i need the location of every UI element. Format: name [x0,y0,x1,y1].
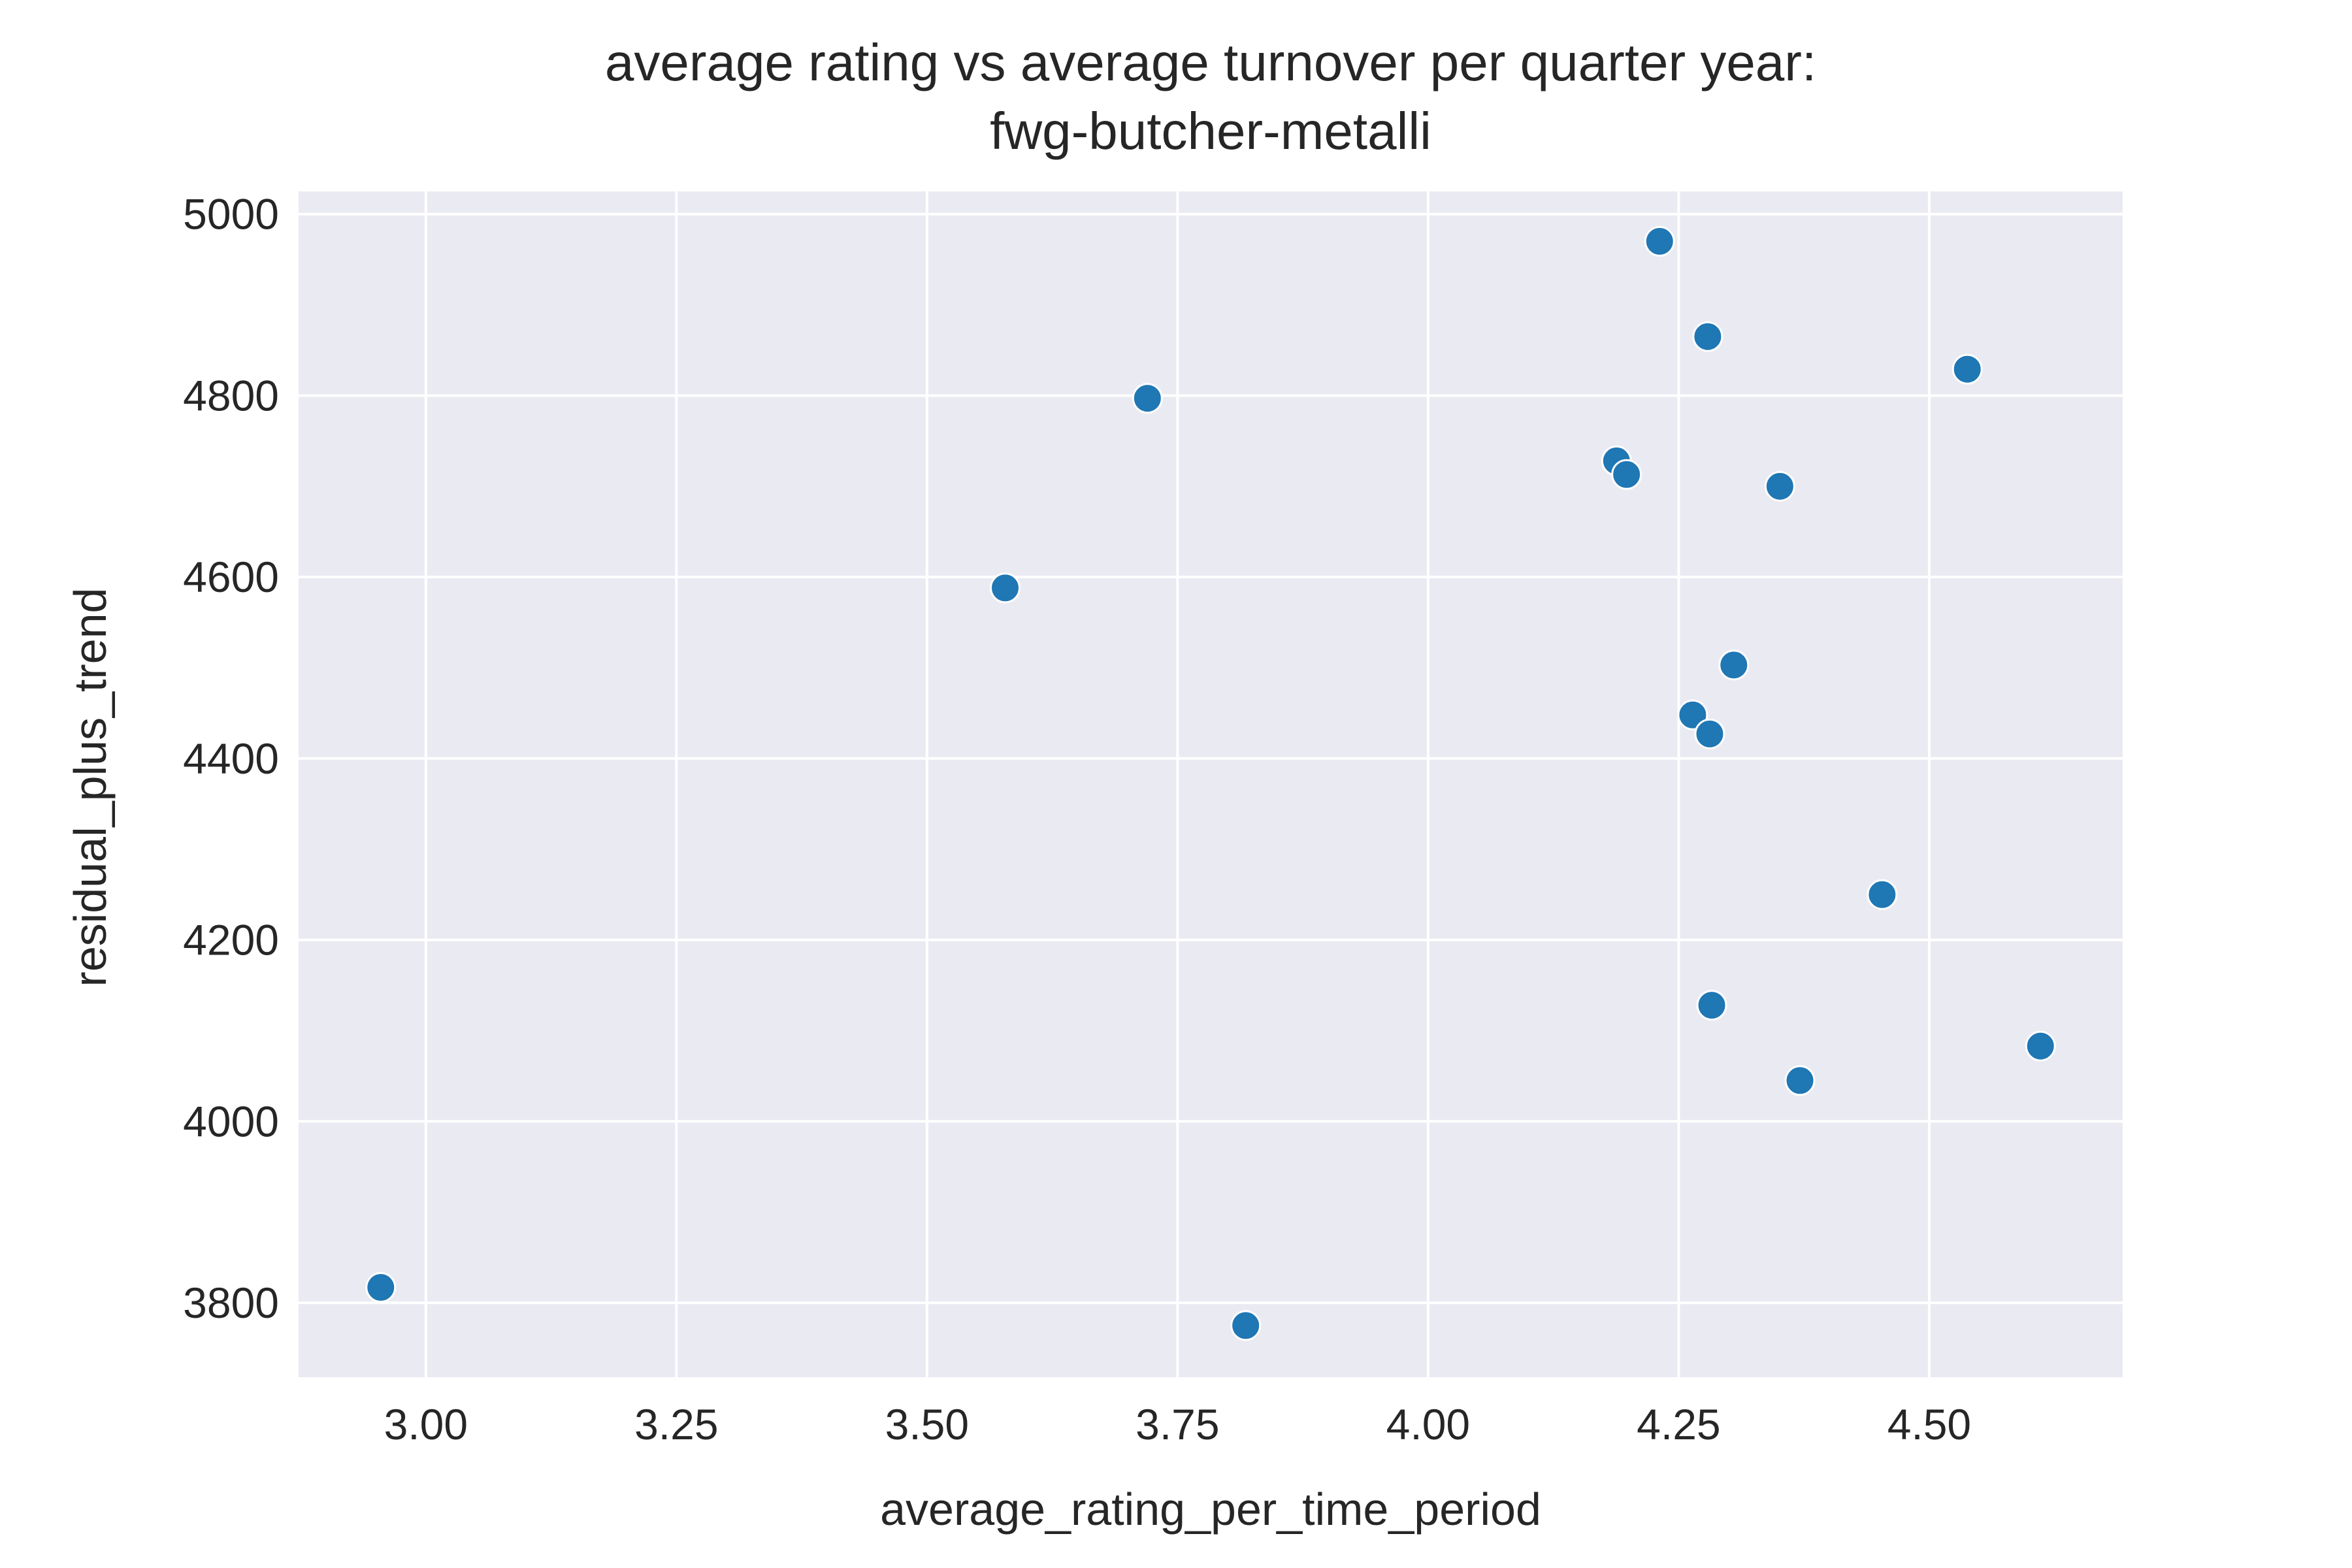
y-tick-labels: 3800 4000 4200 4400 4600 4800 5000 [183,190,279,1327]
y-tick-label: 4800 [183,371,279,419]
y-tick-label: 4600 [183,553,279,601]
y-tick-label: 3800 [183,1279,279,1327]
x-tick-label: 4.25 [1637,1400,1720,1448]
x-gridlines [424,191,1931,1377]
plot-area [299,191,2123,1377]
data-point [1132,383,1163,414]
x-tick-label: 3.25 [634,1400,718,1448]
y-tick-label: 4400 [183,734,279,783]
data-point [365,1272,397,1303]
data-point [2025,1030,2056,1062]
data-point [1952,353,1983,385]
x-tick-label: 3.00 [384,1400,468,1448]
x-axis-label: average_rating_per_time_period [880,1484,1541,1535]
y-tick-label: 4000 [183,1097,279,1145]
data-point [1696,990,1727,1021]
x-tick-labels: 3.00 3.25 3.50 3.75 4.00 4.25 4.50 [384,1400,1972,1448]
data-point [1677,699,1708,730]
data-point [1692,321,1723,352]
chart-title-line-2: fwg-butcher-metalli [990,102,1431,160]
data-points [365,225,2056,1341]
data-point [1230,1310,1262,1341]
x-tick-label: 4.50 [1887,1400,1971,1448]
data-point [1694,718,1725,749]
y-axis-label: residual_plus_trend [65,588,116,987]
x-tick-label: 3.75 [1135,1400,1219,1448]
data-point [1867,879,1898,910]
x-tick-label: 3.50 [885,1400,969,1448]
y-tick-label: 4200 [183,916,279,964]
data-point [1611,459,1642,490]
data-point [1644,225,1675,257]
y-gridlines [299,212,2123,1305]
data-point [1784,1065,1816,1096]
data-point [1764,470,1795,502]
y-tick-label: 5000 [183,190,279,238]
chart-title-line-1: average rating vs average turnover per q… [605,33,1816,91]
data-point [990,572,1021,604]
x-tick-label: 4.00 [1386,1400,1470,1448]
data-point [1718,649,1750,681]
